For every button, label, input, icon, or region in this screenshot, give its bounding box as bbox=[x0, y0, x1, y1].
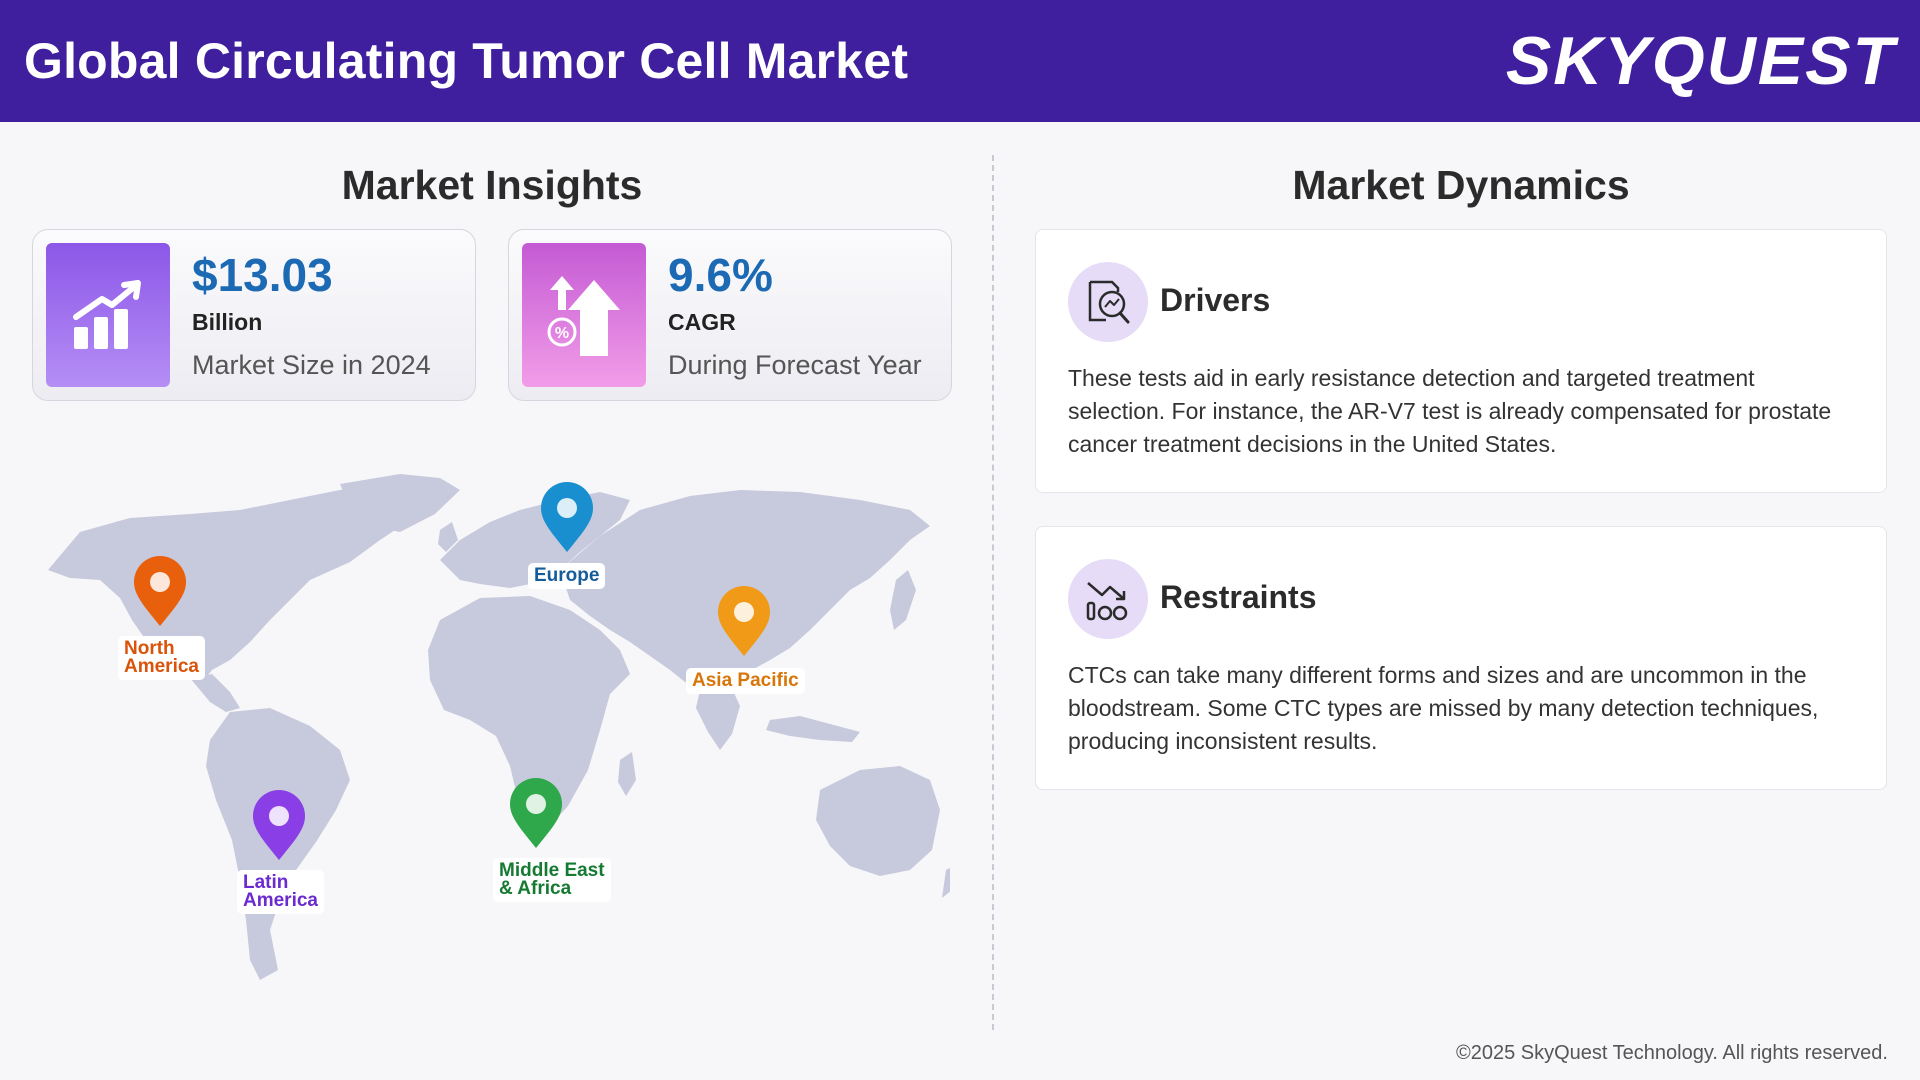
pin-middle-east-africa[interactable] bbox=[508, 778, 564, 855]
svg-text:%: % bbox=[555, 325, 569, 342]
uk-shape bbox=[438, 522, 458, 552]
logo-text: SKYQUEST bbox=[1505, 23, 1896, 99]
insights-title: Market Insights bbox=[341, 162, 643, 208]
north-america-shape bbox=[48, 488, 430, 685]
percent-arrow-up-icon: % bbox=[522, 243, 646, 387]
cagr-card: % 9.6% CAGR During Forecast Year bbox=[508, 229, 952, 401]
greenland-shape bbox=[340, 474, 460, 532]
cagr-unit: CAGR bbox=[668, 309, 736, 335]
market-size-unit: Billion bbox=[192, 309, 263, 335]
indonesia-shape bbox=[766, 716, 860, 742]
label-north-america: North America bbox=[118, 636, 205, 680]
drivers-body: These tests aid in early resistance dete… bbox=[1068, 365, 1832, 457]
pin-north-america[interactable] bbox=[132, 556, 188, 633]
label-latin-america: Latin America bbox=[237, 870, 324, 914]
cagr-value: 9.6% bbox=[668, 249, 773, 301]
drivers-title: Drivers bbox=[1160, 282, 1271, 318]
location-pin-icon bbox=[718, 586, 770, 656]
world-map bbox=[40, 470, 954, 1000]
skyquest-logo: SKYQUEST bbox=[1506, 22, 1896, 100]
new-zealand-shape bbox=[942, 866, 954, 898]
market-size-value: $13.03 bbox=[192, 249, 333, 301]
header-bar: Global Circulating Tumor Cell Market SKY… bbox=[0, 0, 1920, 122]
section-divider bbox=[992, 155, 994, 1030]
pin-asia-pacific[interactable] bbox=[716, 586, 772, 663]
market-size-desc: Market Size in 2024 bbox=[192, 350, 431, 380]
label-asia-pacific: Asia Pacific bbox=[686, 668, 805, 694]
page-title: Global Circulating Tumor Cell Market bbox=[24, 33, 909, 89]
label-europe: Europe bbox=[528, 563, 606, 589]
location-pin-icon bbox=[134, 556, 186, 626]
drivers-card: Drivers These tests aid in early resista… bbox=[1035, 229, 1887, 493]
australia-shape bbox=[816, 766, 940, 876]
market-size-card: $13.03 Billion Market Size in 2024 bbox=[32, 229, 476, 401]
pin-europe[interactable] bbox=[539, 482, 595, 559]
location-pin-icon bbox=[541, 482, 593, 552]
magnifier-chart-icon bbox=[1068, 262, 1148, 342]
copyright-text: ©2025 SkyQuest Technology. All rights re… bbox=[1455, 1042, 1888, 1064]
dynamics-title: Market Dynamics bbox=[1292, 162, 1630, 208]
africa-shape bbox=[428, 596, 630, 830]
cagr-desc: During Forecast Year bbox=[668, 350, 922, 380]
bar-chart-growth-icon bbox=[46, 243, 170, 387]
restraints-body: CTCs can take many different forms and s… bbox=[1068, 662, 1819, 754]
central-america-shape bbox=[190, 674, 240, 712]
location-pin-icon bbox=[253, 790, 305, 860]
india-shape bbox=[696, 684, 740, 750]
pin-latin-america[interactable] bbox=[251, 790, 307, 867]
restraints-title: Restraints bbox=[1160, 579, 1317, 615]
madagascar-shape bbox=[618, 752, 636, 796]
location-pin-icon bbox=[510, 778, 562, 848]
japan-shape bbox=[890, 570, 916, 630]
label-middle-east-africa: Middle East & Africa bbox=[493, 858, 611, 902]
restraints-card: Restraints CTCs can take many different … bbox=[1035, 526, 1887, 790]
world-map-shapes bbox=[48, 474, 954, 980]
declining-chart-icon bbox=[1068, 559, 1148, 639]
